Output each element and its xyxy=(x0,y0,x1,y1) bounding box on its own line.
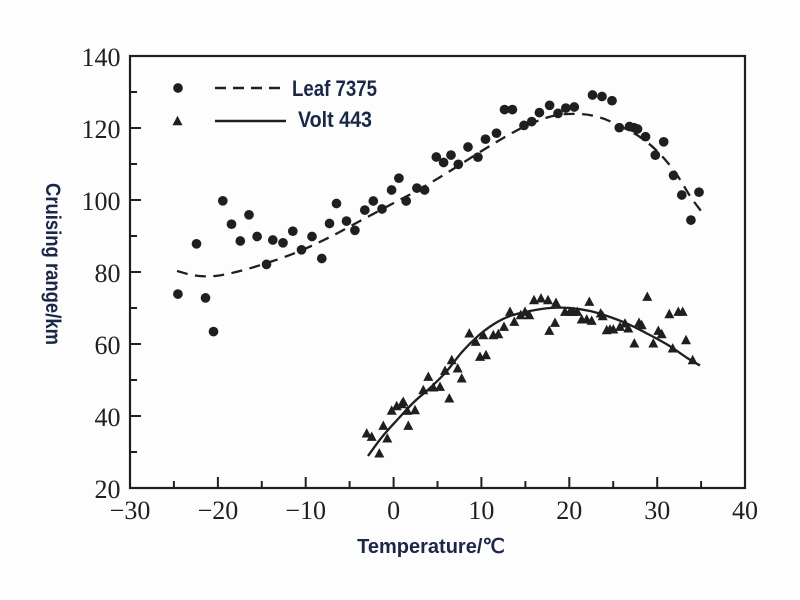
svg-text:20: 20 xyxy=(95,475,121,504)
svg-text:Volt 443: Volt 443 xyxy=(298,107,372,132)
svg-text:120: 120 xyxy=(82,115,121,144)
svg-text:40: 40 xyxy=(95,403,121,432)
svg-text:−20: −20 xyxy=(198,496,239,525)
svg-text:140: 140 xyxy=(82,43,121,72)
svg-text:Cruising range/km: Cruising range/km xyxy=(41,183,64,345)
svg-text:10: 10 xyxy=(468,496,494,525)
svg-text:Temperature/℃: Temperature/℃ xyxy=(357,536,505,558)
svg-text:0: 0 xyxy=(387,496,400,525)
svg-text:Leaf 7375: Leaf 7375 xyxy=(292,76,377,101)
svg-text:100: 100 xyxy=(82,187,121,216)
svg-text:80: 80 xyxy=(95,259,121,288)
svg-text:20: 20 xyxy=(556,496,582,525)
svg-text:−10: −10 xyxy=(285,496,326,525)
svg-text:30: 30 xyxy=(644,496,670,525)
svg-text:60: 60 xyxy=(95,331,121,360)
svg-text:−30: −30 xyxy=(110,496,151,525)
svg-text:40: 40 xyxy=(732,496,758,525)
